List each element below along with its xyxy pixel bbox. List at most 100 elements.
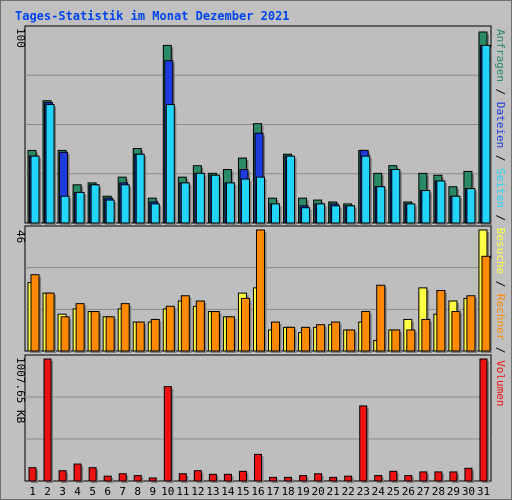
volumen-bar-4 [73,463,82,482]
rechner-bar-31 [481,255,491,352]
rechner-bar-29 [451,311,461,352]
volumen-bar-30 [464,467,473,482]
volumen-bar-2 [43,358,52,482]
seiten-bar-22 [346,205,356,224]
legend-anfragen: Anfragen [494,29,507,82]
rechner-bar-24 [376,284,386,352]
xtick-3: 3 [59,485,66,498]
xtick-18: 18 [281,485,294,498]
rechner-bar-22 [346,329,356,352]
rechner-bar-3 [60,316,70,352]
xtick-29: 29 [447,485,460,498]
seiten-bar-18 [286,155,296,224]
volumen-bar-26 [404,475,413,482]
xtick-1: 1 [29,485,36,498]
rechner-bar-25 [391,329,401,352]
volumen-bar-5 [88,467,97,482]
seiten-bar-1 [30,155,40,224]
xtick-12: 12 [191,485,204,498]
rechner-bar-2 [45,292,55,352]
rechner-bar-20 [316,324,326,352]
xtick-13: 13 [206,485,219,498]
legend-separator: / [494,340,507,360]
seiten-bar-4 [75,191,85,224]
xtick-23: 23 [357,485,370,498]
xtick-21: 21 [327,485,340,498]
xtick-6: 6 [104,485,111,498]
rechner-bar-5 [90,311,100,352]
seiten-bar-12 [195,172,205,224]
seiten-bar-23 [361,155,371,224]
volumen-bar-16 [253,453,262,482]
rechner-bar-21 [331,321,341,352]
legend-volumen: Volumen [494,360,507,406]
rechner-bar-13 [210,311,220,352]
legend-separator: / [494,208,507,228]
seiten-bar-5 [90,184,100,224]
volumen-bar-1 [28,467,37,482]
xtick-19: 19 [296,485,309,498]
rechner-bar-6 [105,316,115,352]
seiten-bar-3 [60,195,70,224]
xtick-22: 22 [342,485,355,498]
legend-seiten: Seiten [494,168,507,208]
seiten-bar-2 [45,104,55,224]
volumen-bar-8 [133,475,142,482]
ytick-hits: 100 [14,28,27,48]
volumen-bar-3 [58,470,67,482]
xtick-10: 10 [161,485,174,498]
xtick-30: 30 [462,485,475,498]
legend-separator: / [494,148,507,168]
xtick-28: 28 [432,485,445,498]
seiten-bar-30 [466,188,476,224]
rechner-bar-19 [301,326,311,352]
legend-separator: / [494,82,507,102]
xtick-26: 26 [402,485,415,498]
seiten-bar-17 [271,203,281,224]
seiten-bar-20 [316,203,326,224]
legend-rechner: Rechner [494,294,507,341]
volumen-bar-31 [479,358,488,482]
seiten-bar-28 [436,180,446,224]
xtick-14: 14 [221,485,235,498]
volumen-bar-20 [314,473,323,482]
volumen-bar-25 [389,470,398,482]
legend-separator: / [494,274,507,294]
legend-dateien: Dateien [494,102,507,148]
rechner-bar-18 [286,326,296,352]
rechner-bar-12 [195,300,205,352]
rechner-bar-30 [466,295,476,352]
seiten-bar-15 [240,178,250,224]
seiten-bar-10 [165,104,175,224]
xtick-8: 8 [134,485,141,498]
xtick-7: 7 [119,485,126,498]
xtick-20: 20 [312,485,325,498]
volumen-bar-15 [238,470,247,482]
seiten-bar-14 [225,182,235,224]
xtick-4: 4 [74,485,81,498]
volumen-bar-22 [344,475,353,482]
rechner-bar-1 [30,274,40,352]
rechner-bar-10 [165,305,175,352]
legend-besuche: Besuche [494,228,507,274]
volumen-bar-27 [419,471,428,482]
seiten-bar-13 [210,174,220,224]
chart-title: Tages-Statistik im Monat Dezember 2021 [15,9,290,23]
volumen-bar-21 [329,476,338,482]
seiten-bar-26 [406,203,416,224]
seiten-bar-24 [376,186,386,224]
volumen-bar-13 [208,473,217,482]
xtick-5: 5 [89,485,96,498]
seiten-bar-25 [391,169,401,224]
volumen-bar-17 [269,476,278,482]
seiten-bar-19 [301,207,311,224]
rechner-bar-27 [421,318,431,352]
xtick-27: 27 [417,485,430,498]
rechner-bar-16 [255,229,265,352]
rechner-bar-28 [436,290,446,352]
seiten-bar-11 [180,182,190,224]
ytick-visits: 46 [14,230,27,243]
xtick-24: 24 [372,485,386,498]
volumen-bar-6 [103,475,112,482]
